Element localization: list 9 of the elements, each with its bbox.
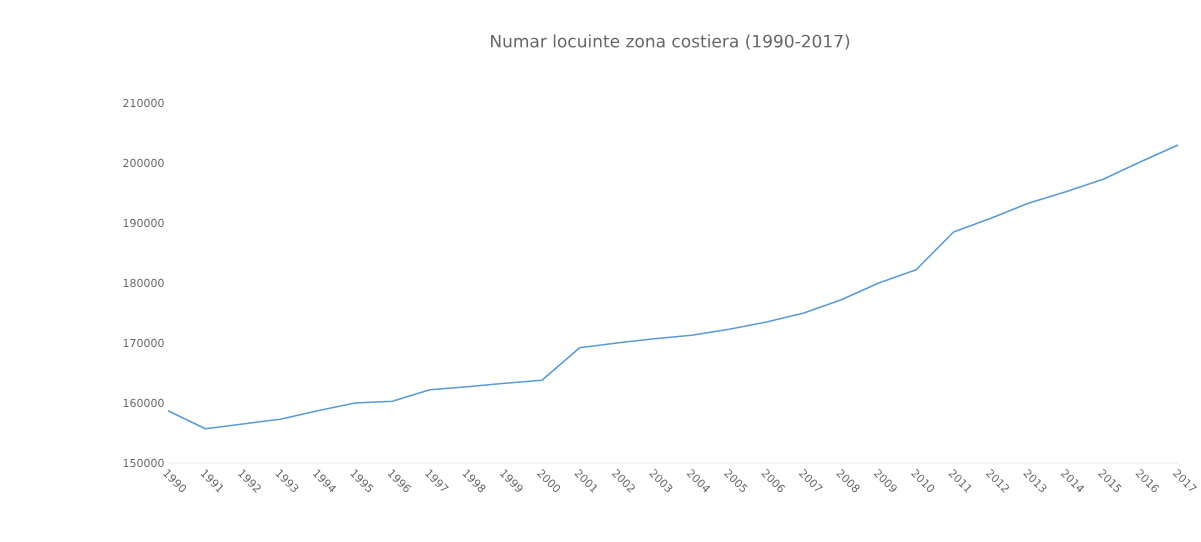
chart-title: Numar locuinte zona costiera (1990-2017) xyxy=(491,34,850,50)
y-tick-label: 210000 xyxy=(123,98,164,108)
y-tick-label: 160000 xyxy=(123,398,164,408)
y-tick-label: 200000 xyxy=(123,158,164,168)
y-tick-label: 150000 xyxy=(123,458,164,468)
y-tick-label: 180000 xyxy=(123,278,164,288)
line-series xyxy=(167,144,1179,430)
y-tick-label: 190000 xyxy=(123,218,164,228)
y-tick-label: 170000 xyxy=(123,338,164,348)
